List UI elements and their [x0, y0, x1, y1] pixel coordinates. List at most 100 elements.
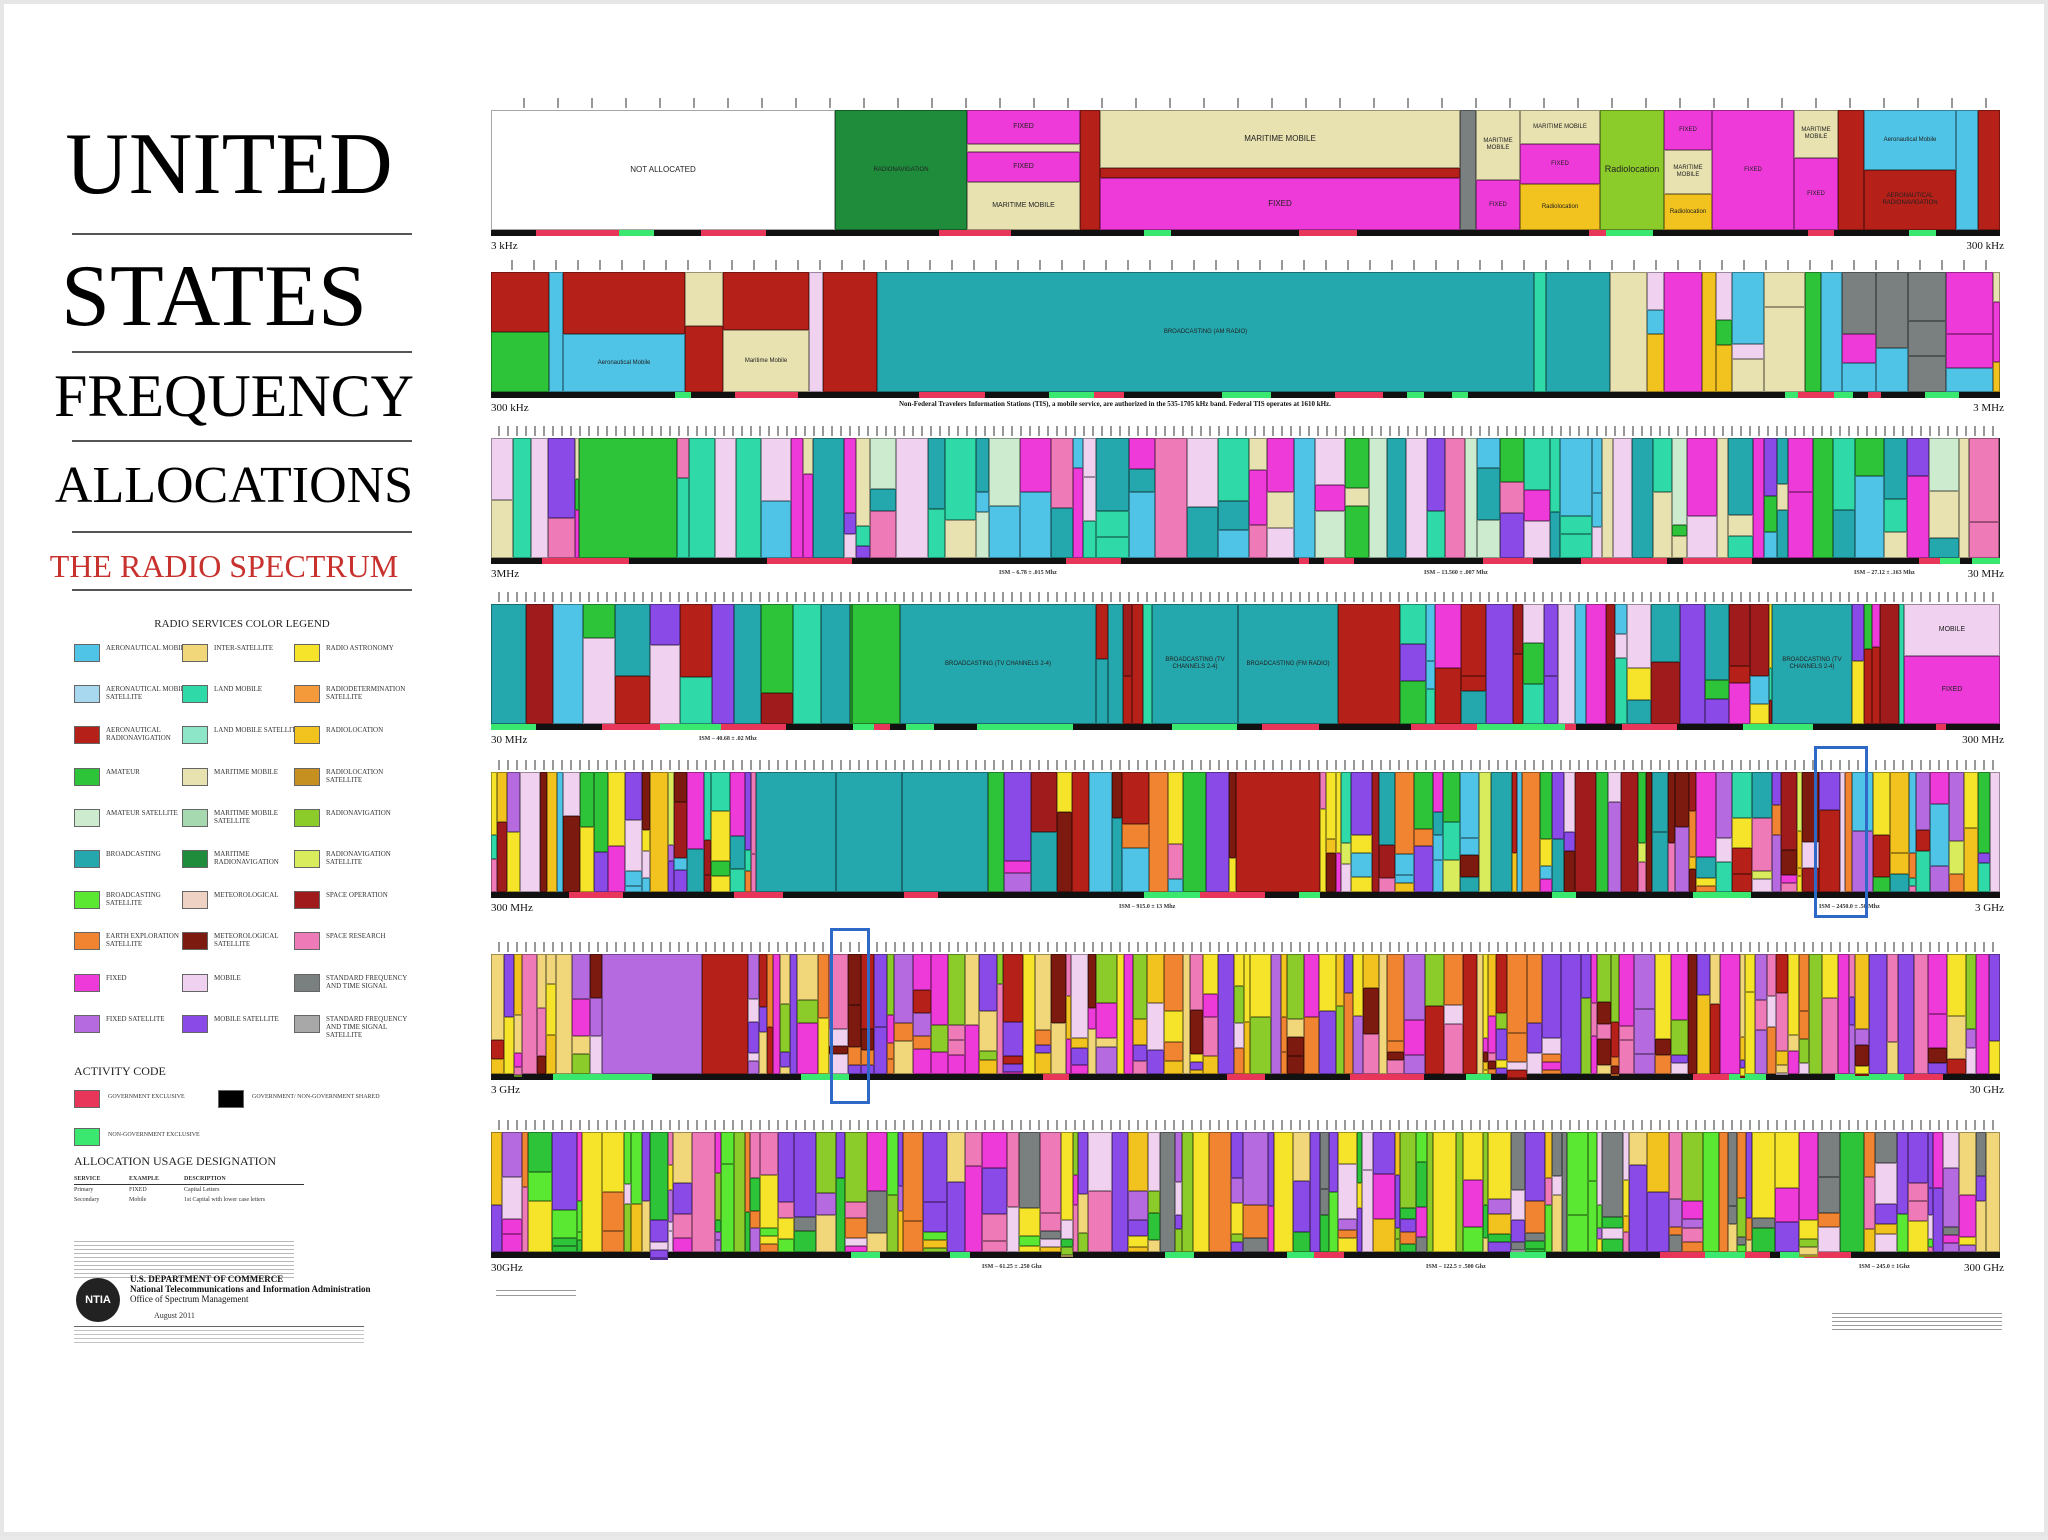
activity-strip-segment [1936, 230, 1981, 236]
allocation-block [1675, 827, 1689, 892]
allocation-block [923, 1248, 947, 1252]
allocation-block [650, 1220, 668, 1242]
allocation-block [1488, 1016, 1496, 1053]
allocation-block [1562, 1132, 1567, 1252]
allocation-block [1930, 866, 1949, 892]
allocation-block [1379, 845, 1395, 878]
allocation-block [1433, 860, 1443, 892]
allocation-block [1647, 1192, 1669, 1252]
allocation-block [1395, 883, 1414, 892]
allocation-block [1634, 1009, 1655, 1054]
allocation-block [844, 438, 856, 513]
band-end-label: 3 GHz [1974, 902, 2004, 914]
allocation-block [1887, 1042, 1898, 1074]
activity-strip-segment [1069, 1074, 1105, 1080]
allocation-block [1066, 954, 1071, 996]
band-end-label: 30 MHz [1967, 568, 2004, 580]
legend-item: AMATEUR SATELLITE [74, 807, 194, 831]
allocation-block [1647, 334, 1664, 392]
usage-header: SERVICE [74, 1176, 101, 1182]
allocation-block [674, 802, 687, 858]
activity-strip-segment [892, 1252, 950, 1258]
allocation-block [677, 438, 689, 478]
allocation-block [1287, 1056, 1304, 1074]
allocation-block [1908, 1201, 1928, 1221]
allocation-block [602, 954, 702, 1074]
activity-label: GOVERNMENT EXCLUSIVE [108, 1094, 185, 1100]
allocation-block [976, 438, 989, 492]
allocation-block [1351, 835, 1372, 853]
activity-strip-segment [822, 1252, 851, 1258]
activity-strip-segment [1597, 392, 1665, 398]
activity-strip-segment [721, 724, 753, 730]
allocation-block [1908, 321, 1946, 356]
allocation-block [1930, 804, 1949, 866]
allocation-block [1372, 772, 1379, 892]
allocation-block [1682, 1219, 1703, 1228]
allocation-block [1281, 954, 1287, 1017]
allocation-block [1776, 1051, 1788, 1065]
activity-strip-segment [849, 1074, 860, 1080]
allocation-block [979, 1011, 997, 1051]
allocation-block [1338, 1132, 1357, 1164]
activity-strip-segment [1743, 724, 1796, 730]
allocation-block [1750, 604, 1769, 676]
allocation-block [816, 1193, 836, 1215]
allocation-block [997, 954, 1003, 984]
allocation-block [642, 1132, 650, 1201]
allocation-block [1928, 1014, 1947, 1048]
allocation-block [1875, 1234, 1897, 1252]
allocation-block [1610, 272, 1647, 392]
allocation-block [1395, 875, 1414, 883]
allocation-block [1128, 1220, 1148, 1236]
activity-strip-segment [783, 892, 798, 898]
activity-strip-segment [1303, 1074, 1350, 1080]
legend-item: MOBILE [182, 972, 302, 996]
activity-strip-segment [1319, 724, 1334, 730]
activity-strip-segment [862, 392, 919, 398]
allocation-block [1928, 1063, 1947, 1074]
allocation-block [1338, 1230, 1357, 1238]
allocation-block [1672, 438, 1687, 525]
usage-header-row: SERVICE EXAMPLE DESCRIPTION [74, 1174, 304, 1185]
allocation-block [1632, 438, 1653, 558]
allocation-block [1345, 438, 1369, 488]
allocation-block [1338, 1219, 1357, 1230]
allocation-block [1416, 1132, 1427, 1162]
activity-strip-segment [1222, 392, 1271, 398]
allocation-block [1066, 1039, 1071, 1074]
allocation-block [1129, 492, 1155, 558]
allocation-block [1651, 662, 1680, 724]
allocation-block [1651, 604, 1680, 662]
allocation-block [1775, 1132, 1799, 1188]
allocation-block [1764, 307, 1805, 392]
allocation-block: FIXED [1476, 180, 1520, 230]
allocation-block [1071, 1038, 1088, 1048]
allocation-block [1088, 1132, 1112, 1191]
band-end-label: 300 GHz [1963, 1262, 2004, 1274]
activity-strip-segment [1881, 392, 1925, 398]
allocation-block [1597, 1039, 1611, 1065]
allocation-block [1647, 1132, 1669, 1192]
allocation-block [1542, 1062, 1561, 1070]
allocation-block [982, 1214, 1007, 1241]
allocation-block [1338, 1238, 1357, 1252]
allocation-block [1872, 604, 1880, 647]
activity-strip-segment [1415, 558, 1483, 564]
activity-strip-segment [1546, 1252, 1600, 1258]
allocation-block [1426, 604, 1435, 661]
allocation-block [761, 693, 793, 724]
allocation-block [1061, 1132, 1073, 1220]
allocation-block [1124, 954, 1133, 1074]
title-line-3: FREQUENCY [53, 363, 415, 429]
allocation-block: RADIONAVIGATION [835, 110, 967, 230]
allocation-block [1767, 954, 1776, 996]
allocation-block [1465, 438, 1477, 558]
allocation-block [1483, 1052, 1488, 1062]
allocation-block [1840, 1132, 1864, 1252]
allocation-block [760, 1236, 778, 1244]
activity-strip-segment [1130, 724, 1143, 730]
allocation-block [537, 1056, 546, 1074]
allocation-block [778, 1239, 794, 1252]
activity-strip-segment [1897, 892, 1952, 898]
